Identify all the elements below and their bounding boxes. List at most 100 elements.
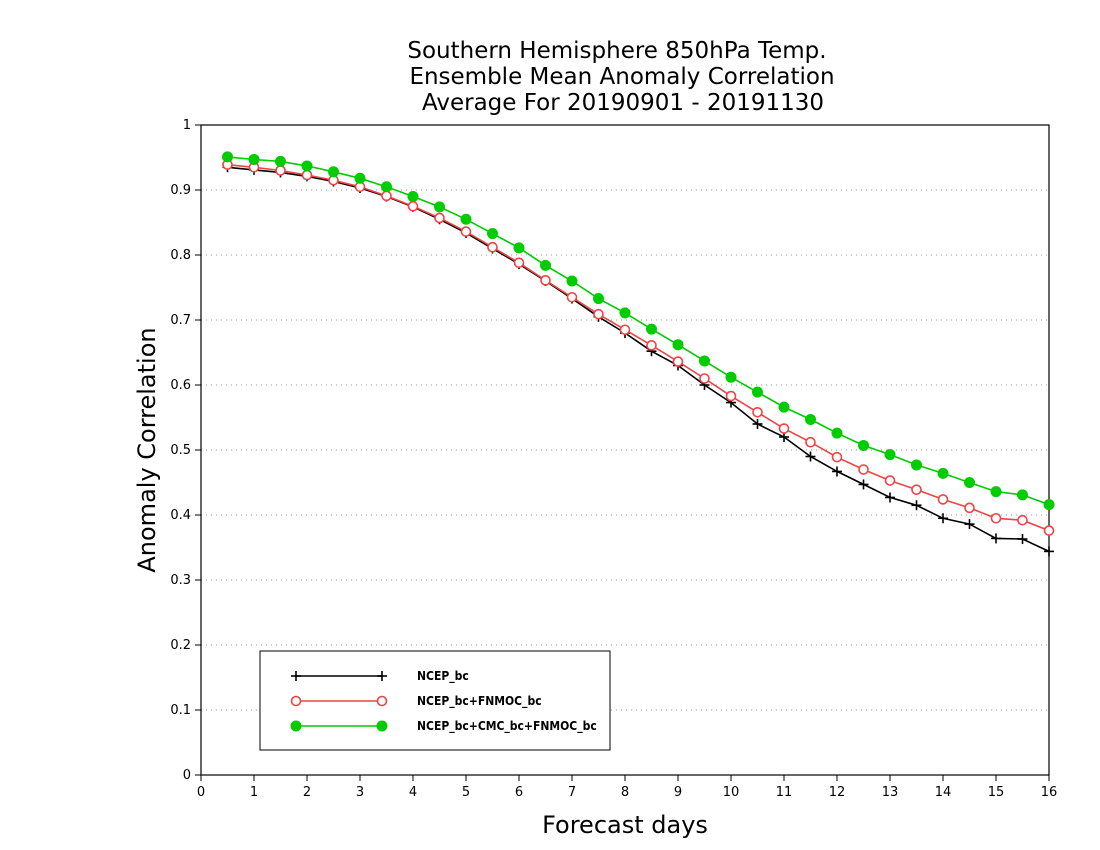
data-point — [290, 720, 302, 732]
data-point — [301, 160, 313, 172]
data-point — [487, 228, 498, 240]
data-point — [672, 356, 684, 367]
data-point — [513, 257, 525, 269]
x-tick-label: 7 — [568, 785, 576, 800]
plot-frame — [200, 124, 1050, 776]
data-point — [937, 494, 949, 505]
data-point — [884, 475, 896, 486]
data-point — [434, 212, 445, 224]
data-point — [291, 671, 301, 681]
data-point — [752, 386, 763, 398]
data-point — [407, 191, 419, 202]
data-point — [354, 172, 366, 184]
data-point — [990, 486, 1002, 498]
data-point — [699, 373, 710, 384]
data-point — [752, 406, 763, 418]
data-point — [540, 275, 551, 286]
x-tick-label: 13 — [882, 785, 899, 800]
series-NCEP_bc+FNMOC_bc — [222, 159, 1055, 536]
data-point — [460, 226, 472, 237]
data-point — [990, 512, 1002, 524]
data-point — [328, 166, 339, 178]
data-point — [964, 477, 975, 488]
series-layer — [222, 151, 1055, 557]
series-NCEP_bc — [222, 162, 1054, 557]
data-point — [566, 275, 578, 287]
data-point — [376, 720, 388, 732]
x-tick-label: 8 — [621, 785, 629, 800]
data-point — [964, 519, 975, 530]
data-point — [646, 323, 657, 335]
y-axis-label: Anomaly Correlation — [133, 327, 161, 572]
data-point — [460, 213, 472, 225]
data-point — [805, 451, 816, 462]
x-tick-label: 9 — [674, 785, 682, 800]
data-point — [699, 355, 710, 367]
legend: NCEP_bc NCEP_bc+FNMOC_bc NCEP_bc+CMC_bc+FN… — [259, 650, 611, 751]
legend-label: NCEP_bc — [417, 669, 469, 684]
x-tick-label: 12 — [829, 785, 846, 800]
data-point — [646, 340, 657, 351]
data-point — [381, 190, 392, 202]
data-point — [805, 413, 816, 425]
axis-ticks: 00.10.20.30.40.50.60.70.80.910 1 2 3 4 5 6 7 8 9 1… — [170, 118, 1057, 800]
data-point — [434, 201, 445, 213]
data-point — [1017, 514, 1028, 526]
y-tick-label: 0.2 — [170, 638, 191, 653]
data-point — [377, 671, 387, 681]
data-point — [858, 464, 869, 475]
x-tick-label: 10 — [723, 785, 740, 800]
data-point — [619, 324, 631, 336]
data-point — [376, 695, 388, 707]
y-tick-label: 0.4 — [170, 508, 191, 523]
x-tick-label: 15 — [988, 785, 1005, 800]
data-point — [1017, 534, 1028, 545]
legend-label: NCEP_bc+FNMOC_bc — [417, 694, 542, 709]
data-point — [911, 459, 922, 471]
data-point — [805, 436, 816, 448]
data-point — [248, 153, 260, 165]
data-point — [381, 181, 392, 193]
data-point — [778, 401, 790, 413]
data-point — [566, 291, 578, 303]
x-tick-label: 4 — [409, 785, 417, 800]
data-point — [1044, 546, 1054, 557]
chart-title-line-2: Ensemble Mean Anomaly Correlation — [409, 64, 834, 90]
y-tick-label: 0 — [183, 768, 191, 783]
legend-label: NCEP_bc+CMC_bc+FNMOC_bc — [417, 719, 597, 734]
data-point — [831, 427, 843, 439]
data-point — [619, 307, 631, 319]
data-point — [991, 533, 1001, 544]
data-point — [290, 695, 302, 707]
y-tick-label: 0.3 — [170, 573, 191, 588]
data-point — [884, 449, 896, 461]
data-point — [832, 466, 842, 477]
y-tick-label: 1 — [183, 118, 191, 133]
data-point — [752, 419, 763, 429]
chart-title-line-3: Average For 20190901 - 20191130 — [422, 90, 824, 116]
data-point — [672, 339, 684, 351]
y-tick-label: 0.6 — [170, 378, 191, 393]
gridlines — [201, 189, 1049, 711]
data-point — [275, 155, 286, 167]
series-line — [227, 163, 1050, 532]
data-point — [937, 467, 949, 479]
data-point — [725, 390, 737, 402]
series-line — [227, 156, 1050, 506]
chart-title: Southern Hemisphere 850hPa Temp. Ensembl… — [407, 38, 834, 116]
legend-entry: NCEP_bc+FNMOC_bc — [290, 694, 542, 709]
data-point — [858, 479, 869, 490]
data-point — [275, 165, 286, 176]
data-point — [911, 500, 922, 511]
y-tick-label: 0.8 — [170, 248, 191, 263]
data-point — [778, 423, 790, 434]
legend-entry: NCEP_bc+CMC_bc+FNMOC_bc — [290, 719, 597, 734]
data-point — [593, 293, 604, 305]
data-point — [725, 371, 737, 383]
data-point — [858, 439, 869, 451]
data-point — [222, 151, 233, 163]
legend-entry: NCEP_bc — [291, 669, 469, 684]
data-point — [1043, 525, 1055, 536]
data-point — [831, 451, 843, 463]
x-tick-label: 16 — [1041, 785, 1058, 800]
